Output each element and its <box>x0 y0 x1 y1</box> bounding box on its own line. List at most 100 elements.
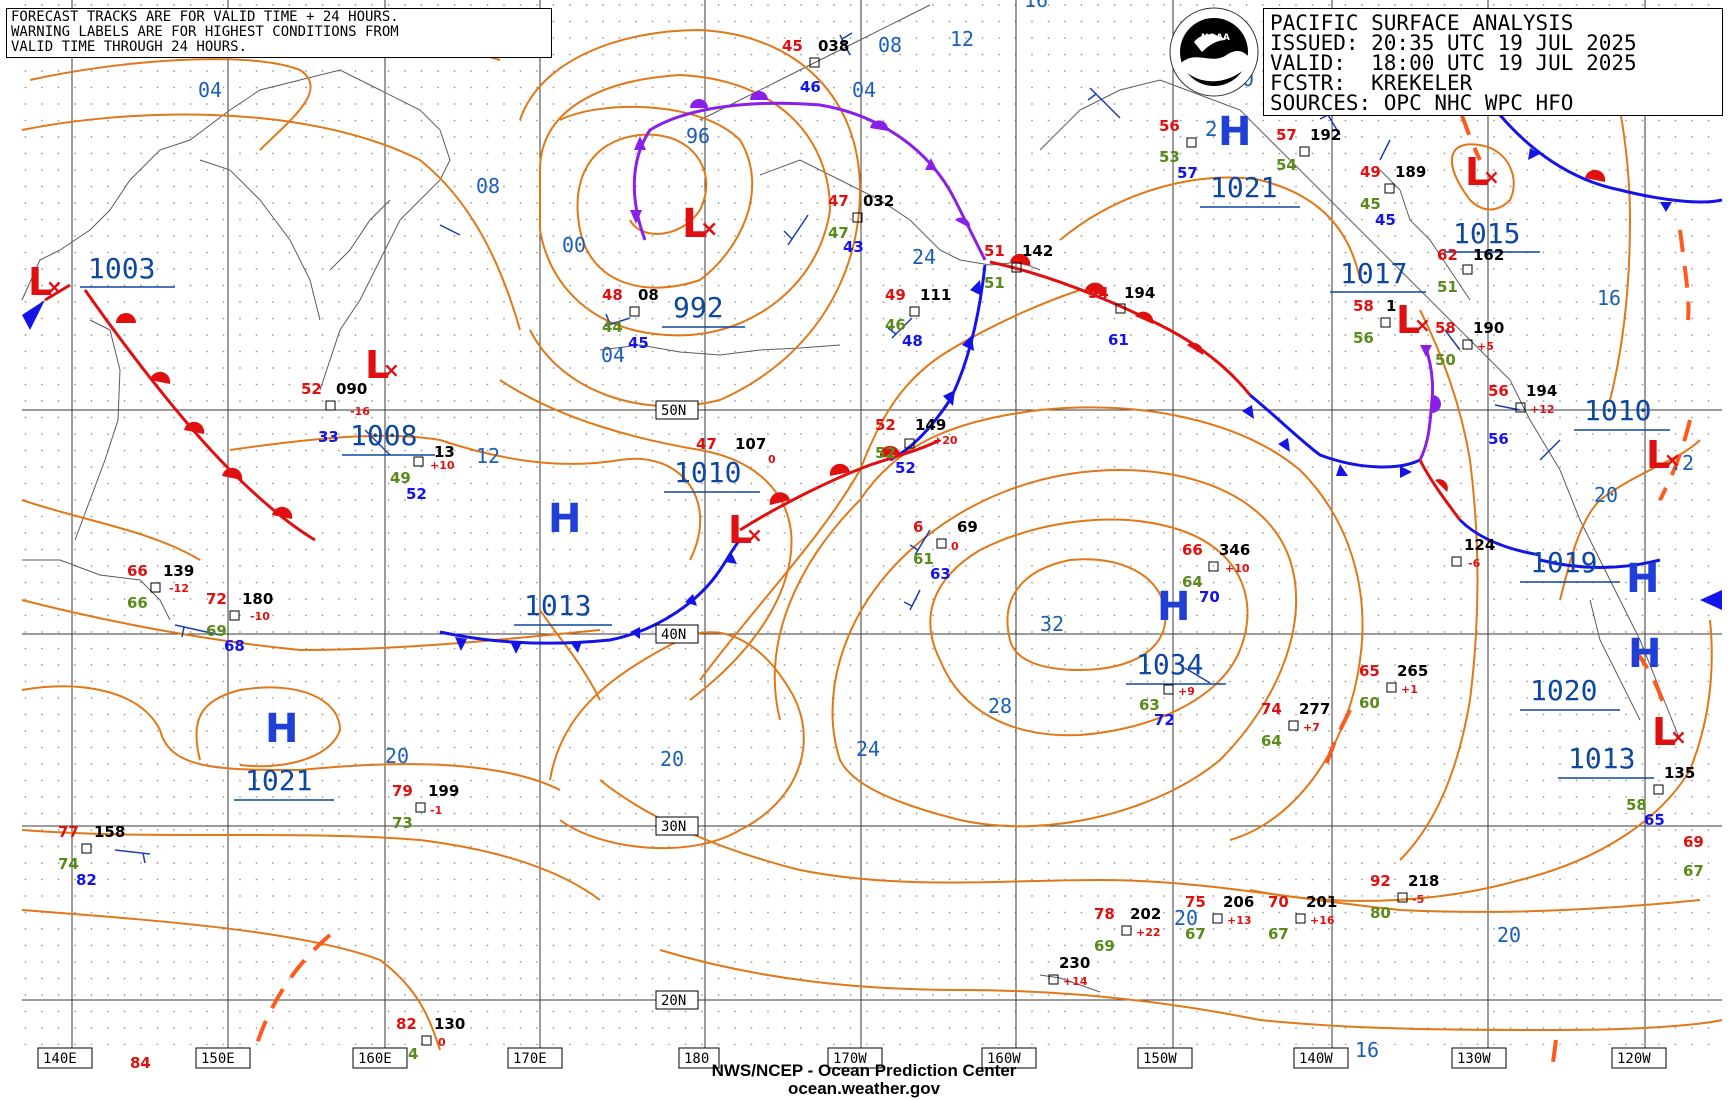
svg-text:46: 46 <box>800 78 821 96</box>
isobar-label: 20 <box>1497 923 1521 947</box>
svg-text:79: 79 <box>392 782 413 800</box>
svg-text:54: 54 <box>1088 284 1109 302</box>
svg-text:72: 72 <box>206 590 227 608</box>
svg-text:4: 4 <box>408 1045 418 1063</box>
svg-text:H: H <box>1157 584 1190 630</box>
svg-text:L: L <box>1396 298 1420 342</box>
pressure-value: 1020 <box>1530 674 1597 707</box>
station-plot: 54 194 61 <box>1088 284 1155 349</box>
svg-text:206: 206 <box>1223 893 1254 911</box>
svg-text:45: 45 <box>1360 195 1381 213</box>
occluded-front-gulf <box>1418 344 1541 557</box>
svg-text:69: 69 <box>1094 937 1115 955</box>
svg-text:-12: -12 <box>169 582 189 595</box>
svg-text:50: 50 <box>1435 351 1456 369</box>
lon-label: 150W <box>1143 1051 1177 1067</box>
svg-text:64: 64 <box>1182 573 1203 591</box>
low-center: L × 992 <box>662 201 745 328</box>
footer-url: ocean.weather.gov <box>787 1079 941 1098</box>
low-center: L × 1015 <box>1444 150 1540 253</box>
svg-text:13: 13 <box>434 443 455 461</box>
pressure-value: 1017 <box>1340 257 1407 290</box>
dot-grid <box>22 0 1722 1045</box>
svg-text:-6: -6 <box>1468 557 1481 570</box>
svg-text:142: 142 <box>1022 242 1053 260</box>
svg-text:×: × <box>700 217 718 242</box>
svg-text:56: 56 <box>1159 117 1180 135</box>
svg-text:56: 56 <box>1488 430 1509 448</box>
svg-text:H: H <box>548 496 581 542</box>
svg-text:032: 032 <box>863 192 894 210</box>
pressure-value: 1013 <box>524 589 591 622</box>
station-plot: 79 199 -1 73 <box>392 782 459 832</box>
svg-text:45: 45 <box>782 37 803 55</box>
lon-label: 140W <box>1299 1051 1333 1067</box>
svg-text:51: 51 <box>984 242 1005 260</box>
isobar-label: 16 <box>1355 1038 1379 1062</box>
pressure-value: 1010 <box>1584 394 1651 427</box>
station-plot: 62 162 51 <box>1437 246 1504 296</box>
pressure-value: 1003 <box>88 252 155 285</box>
svg-text:-5: -5 <box>1412 893 1424 906</box>
svg-text:47: 47 <box>828 192 849 210</box>
pressure-centers: L × 1003 L × 992 L × 1008 L × 1010 L <box>28 109 1687 801</box>
svg-text:70: 70 <box>1199 588 1220 606</box>
isobar-label: 04 <box>198 78 222 102</box>
svg-text:52: 52 <box>301 380 322 398</box>
station-plot: 124-6 <box>1451 536 1495 570</box>
station-plot: 6 69 0 61 63 <box>913 518 978 583</box>
warning-line: VALID TIME THROUGH 24 HOURS. <box>11 39 248 55</box>
svg-text:×: × <box>1670 725 1687 749</box>
cold-front-central <box>439 264 987 654</box>
svg-text:180: 180 <box>242 590 273 608</box>
svg-text:77: 77 <box>58 823 79 841</box>
isobar-label: 16 <box>1597 286 1621 310</box>
svg-text:0: 0 <box>438 1036 446 1049</box>
chart-title: PACIFIC SURFACE ANALYSIS <box>1270 11 1574 35</box>
sources-line: SOURCES: OPC NHC WPC HFO <box>1270 91 1574 115</box>
svg-text:51: 51 <box>984 274 1005 292</box>
svg-text:78: 78 <box>1094 905 1115 923</box>
svg-text:73: 73 <box>392 814 413 832</box>
svg-text:51: 51 <box>1437 278 1458 296</box>
svg-text:×: × <box>46 275 63 299</box>
svg-text:62: 62 <box>1437 246 1458 264</box>
isobar-label: 20 <box>385 744 409 768</box>
svg-text:61: 61 <box>1108 331 1129 349</box>
pressure-value: 1021 <box>1210 171 1277 204</box>
station-plot: 66 346 +10 64 70 <box>1182 541 1250 606</box>
pressure-value: 1013 <box>1568 742 1635 775</box>
station-plot: 70 201 +16 67 <box>1268 893 1337 943</box>
svg-text:L: L <box>682 201 708 247</box>
station-plot: 66 139 -12 66 <box>127 562 194 612</box>
svg-text:+1: +1 <box>1401 683 1418 696</box>
isobar-label: 20 <box>660 747 684 771</box>
lat-label: 40N <box>661 627 686 643</box>
station-plot: 48 08 44 45 <box>602 286 659 352</box>
svg-text:190: 190 <box>1473 319 1504 337</box>
station-plot: 46 <box>800 78 821 96</box>
svg-text:74: 74 <box>58 855 79 873</box>
svg-text:1: 1 <box>1386 297 1396 315</box>
svg-text:52: 52 <box>875 444 896 462</box>
forecaster-line: FCSTR: KREKELER <box>1270 71 1473 95</box>
svg-text:L: L <box>1646 433 1670 477</box>
station-plot: 135 58 65 <box>1626 764 1695 829</box>
svg-text:124: 124 <box>1464 536 1495 554</box>
svg-text:+7: +7 <box>1303 721 1320 734</box>
footer-agency: NWS/NCEP - Ocean Prediction Center <box>711 1061 1017 1080</box>
station-plot: 58 190 +5 50 <box>1435 319 1504 369</box>
valid-line: VALID: 18:00 UTC 19 JUL 2025 <box>1270 51 1637 75</box>
coastlines <box>21 4 1681 993</box>
lon-label: 150E <box>201 1051 235 1067</box>
svg-text:+12: +12 <box>1530 403 1555 416</box>
svg-text:54: 54 <box>1276 156 1297 174</box>
cold-front-west <box>22 283 316 542</box>
svg-text:+16: +16 <box>1310 914 1335 927</box>
svg-text:63: 63 <box>930 565 951 583</box>
svg-text:265: 265 <box>1397 662 1428 680</box>
